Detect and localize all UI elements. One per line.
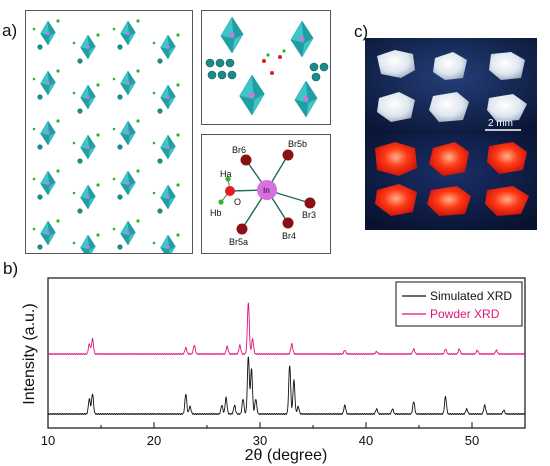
octahedron-12	[40, 170, 57, 196]
legend-label-powder: Powder XRD	[430, 307, 500, 321]
x-tick-label: 20	[147, 433, 161, 448]
bromine-atom-br5a	[236, 223, 248, 235]
octahedron-13	[80, 184, 97, 210]
octahedron-19	[160, 234, 177, 253]
bromine-atom-br6	[240, 154, 252, 166]
crystal-packing-illustration	[32, 19, 180, 253]
xrd-chart: 10 20 30 40 50 2θ (degree) Intensity (a.u.) …	[21, 277, 526, 464]
bromine-atom-br4	[282, 217, 294, 229]
octahedron-2	[120, 20, 137, 46]
atom-label-o: O	[234, 197, 241, 207]
crystal-photo-panel: 2 mm	[365, 38, 537, 230]
octahedron-5	[80, 84, 97, 110]
legend-label-simulated: Simulated XRD	[430, 289, 512, 303]
octahedron-6	[120, 70, 137, 96]
bromine-atom-br3	[304, 197, 316, 209]
hydrogen-atom-ha	[225, 176, 231, 182]
octahedron-4	[40, 70, 57, 96]
legend-box	[395, 281, 523, 327]
octahedron-closeup-2	[239, 74, 266, 116]
crystal-packing-panel	[25, 10, 193, 254]
bromine-atom-br5b	[282, 149, 294, 161]
octahedron-3	[160, 34, 177, 60]
octahedron-8	[40, 120, 57, 146]
oxygen-atom	[225, 186, 235, 196]
octahedron-closeup-3	[294, 80, 318, 118]
hydrogen-atom-hb	[218, 199, 224, 205]
atom-label-br3: Br3	[302, 210, 316, 220]
series-line-powder	[47, 302, 526, 356]
octahedron-16	[40, 220, 57, 246]
panel-label-b: b)	[3, 259, 19, 278]
daylight-crystals	[377, 50, 527, 122]
atom-label-ha: Ha	[220, 169, 232, 179]
series-line-simulated	[47, 356, 526, 416]
atom-label-br5b: Br5b	[288, 139, 307, 149]
panel-label-c: c)	[354, 22, 369, 41]
octahedron-15	[160, 184, 177, 210]
x-tick-label: 30	[253, 433, 267, 448]
uv-luminescent-crystals	[375, 142, 529, 216]
panel-label-a: a)	[2, 21, 18, 40]
octahedron-1	[80, 34, 97, 60]
octahedron-10	[120, 120, 137, 146]
x-axis-title: 2θ (degree)	[245, 447, 328, 464]
octahedron-14	[120, 170, 137, 196]
polyhedra-closeup-panel	[201, 10, 331, 125]
octahedron-9	[80, 134, 97, 160]
atom-label-in: In	[263, 186, 270, 195]
octahedron-closeup-0	[220, 16, 244, 54]
atom-label-br5a: Br5a	[229, 237, 248, 247]
atom-label-br4: Br4	[282, 231, 296, 241]
indium-atom	[257, 180, 277, 200]
crystal-photographs: 2 mm	[365, 38, 537, 230]
x-tick-label: 40	[359, 433, 373, 448]
octahedron-11	[160, 134, 177, 160]
octahedron-7	[160, 84, 177, 110]
coordination-panel: In Br6 Br5b Br3 Br4 Br5a O Ha Hb	[201, 134, 331, 254]
octahedron-18	[120, 220, 137, 246]
atom-label-br6: Br6	[232, 145, 246, 155]
x-tick-label: 50	[465, 433, 479, 448]
atom-label-hb: Hb	[210, 208, 222, 218]
polyhedra-closeup-illustration	[205, 16, 329, 118]
x-tick-label: 10	[41, 433, 55, 448]
scale-bar-label: 2 mm	[488, 118, 513, 129]
coordination-diagram: In Br6 Br5b Br3 Br4 Br5a O Ha Hb	[210, 139, 316, 247]
octahedron-0	[40, 20, 57, 46]
octahedron-17	[80, 234, 97, 253]
y-axis-title: Intensity (a.u.)	[21, 303, 38, 404]
legend: Simulated XRD Powder XRD	[395, 281, 523, 327]
octahedron-closeup-1	[290, 20, 314, 58]
